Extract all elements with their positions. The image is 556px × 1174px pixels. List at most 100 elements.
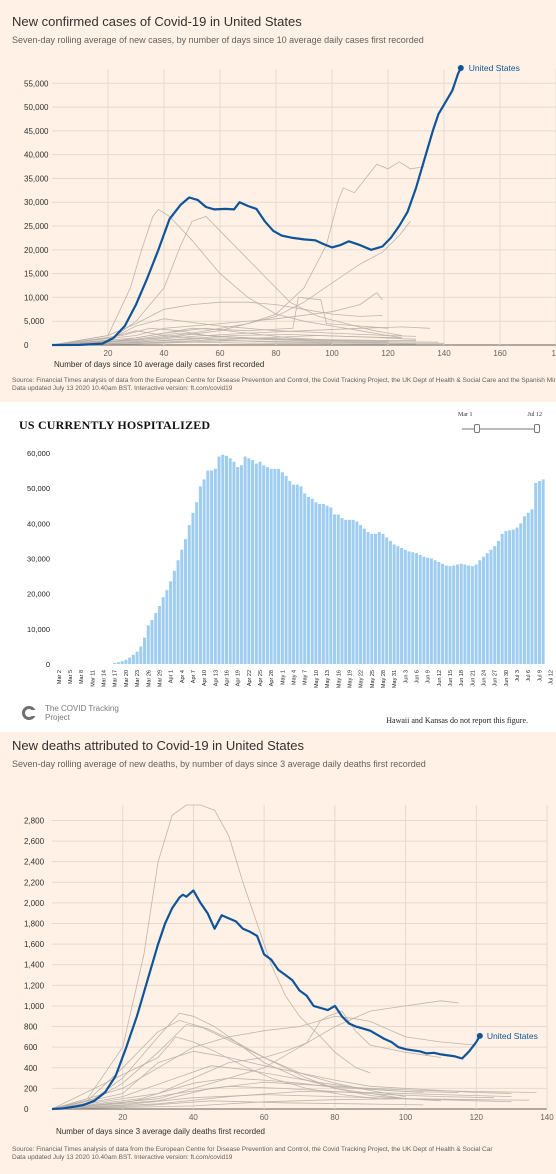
hosp-x-tick-label: Apr 16	[225, 670, 231, 686]
hosp-x-tick-label: Apr 4	[180, 670, 186, 683]
cases-updated-line: Data updated July 13 2020 10.40am BST. I…	[12, 385, 233, 392]
hosp-bar	[418, 554, 422, 664]
hosp-bar	[221, 454, 225, 664]
cases-y-tick-label: 45,000	[24, 127, 49, 136]
hosp-x-tick-label: Mar 2	[57, 670, 63, 684]
hosp-bar	[191, 512, 195, 664]
hosp-bar	[519, 523, 523, 664]
cases-other-country-line	[51, 292, 383, 346]
cases-other-country-line	[51, 330, 333, 346]
deaths-y-tick-label: 1,000	[24, 1002, 45, 1011]
cases-other-country-line	[51, 208, 403, 346]
hosp-bar	[172, 570, 176, 664]
hosp-bar	[355, 521, 359, 664]
hosp-bar	[135, 651, 139, 664]
deaths-other-country-line	[51, 1024, 406, 1110]
cases-chart-title: New confirmed cases of Covid-19 in Unite…	[12, 14, 302, 29]
cases-other-country-line	[51, 161, 425, 346]
hosp-bar	[265, 467, 269, 664]
deaths-chart-subtitle: Seven-day rolling average of new deaths,…	[12, 759, 426, 769]
cases-other-country-line	[51, 340, 445, 346]
hosp-x-tick-label: Mar 14	[102, 670, 108, 687]
hosp-x-tick-label: May 1	[280, 670, 286, 685]
hosp-bar	[247, 458, 251, 664]
hosp-bar	[198, 486, 202, 664]
slider-end-label: Jul 12	[527, 412, 542, 418]
hosp-bar	[184, 539, 188, 664]
cases-x-tick-label: 100	[325, 349, 339, 358]
hosp-bar	[463, 564, 467, 664]
hosp-bar	[526, 512, 530, 664]
hosp-y-tick-label: 50,000	[27, 484, 50, 493]
hosp-x-tick-label: Jun 21	[470, 670, 476, 687]
cases-chart-subtitle: Seven-day rolling average of new cases, …	[12, 35, 424, 45]
cases-y-tick-label: 0	[24, 341, 29, 350]
hosp-bar	[508, 530, 512, 664]
hosp-bar	[496, 540, 500, 664]
hosp-x-tick-label: Apr 22	[247, 670, 253, 686]
hosp-x-tick-label: Jul 3	[515, 670, 521, 682]
deaths-y-tick-label: 2,400	[24, 858, 45, 867]
hosp-x-tick-label: Apr 10	[202, 670, 208, 686]
hosp-bar	[310, 498, 314, 664]
hosp-bar	[385, 537, 389, 664]
hosp-bar	[455, 564, 459, 664]
hosp-x-tick-label: Mar 5	[68, 670, 74, 684]
hosp-bar	[318, 503, 322, 664]
covid-tracking-project-logo[interactable]: The COVID Tracking Project	[22, 704, 125, 722]
hosp-bar	[537, 481, 541, 664]
deaths-y-tick-label: 0	[24, 1105, 29, 1114]
hosp-y-tick-label: 20,000	[27, 590, 50, 599]
hosp-bar	[441, 563, 445, 664]
hosp-x-tick-label: Jun 12	[437, 670, 443, 687]
hosp-bar	[511, 529, 515, 664]
deaths-other-country-line	[51, 1098, 530, 1110]
hosp-bar	[359, 525, 363, 664]
hosp-bar	[411, 552, 415, 664]
hosp-bar	[161, 597, 165, 664]
cases-y-tick-label: 25,000	[24, 222, 49, 231]
hosp-bar	[157, 605, 161, 664]
hosp-x-tick-label: Mar 17	[113, 670, 119, 687]
hospitalized-chart-panel: US CURRENTLY HOSPITALIZED Mar 1 Jul 12 0…	[0, 402, 556, 732]
deaths-other-country-line	[51, 1000, 459, 1110]
hosp-x-tick-label: Mar 11	[90, 670, 96, 687]
cases-other-country-line	[51, 326, 431, 346]
cases-x-axis-label: Number of days since 10 average daily ca…	[54, 360, 264, 369]
hosp-x-tick-label: Mar 29	[157, 670, 163, 687]
deaths-other-country-line	[51, 1077, 459, 1110]
hosp-x-tick-label: Apr 28	[269, 670, 275, 686]
deaths-other-country-line	[51, 804, 371, 1110]
hosp-bar	[277, 468, 281, 664]
cases-x-tick-label: 40	[160, 349, 169, 358]
deaths-y-tick-label: 1,600	[24, 940, 45, 949]
date-range-slider[interactable]: Mar 1 Jul 12	[456, 412, 546, 436]
hosp-bar	[433, 560, 437, 664]
hosp-bar	[284, 475, 288, 664]
deaths-y-tick-label: 2,600	[24, 837, 45, 846]
hosp-x-tick-label: Mar 8	[79, 670, 85, 684]
slider-start-handle[interactable]	[474, 424, 480, 433]
hosp-bar	[131, 654, 135, 664]
cases-x-tick-label: 60	[216, 349, 225, 358]
deaths-other-country-line	[51, 1100, 424, 1110]
hosp-bar	[489, 549, 493, 664]
slider-track[interactable]	[462, 428, 538, 430]
hosp-y-tick-label: 0	[46, 660, 50, 669]
hosp-bar	[288, 481, 292, 664]
hosp-bar	[336, 514, 340, 664]
slider-end-handle[interactable]	[534, 424, 540, 433]
hosp-bar	[459, 563, 463, 664]
hosp-bar	[321, 503, 325, 664]
hosp-bar	[340, 518, 344, 664]
hosp-bar	[195, 502, 199, 664]
hosp-x-tick-label: Jun 27	[493, 670, 499, 687]
hosp-bar	[347, 519, 351, 664]
hosp-x-tick-label: Mar 20	[124, 670, 130, 687]
cases-other-country-line	[51, 341, 417, 346]
hosp-x-tick-label: Jun 30	[504, 670, 510, 687]
hosp-bar	[370, 533, 374, 664]
hosp-bar	[500, 533, 504, 664]
deaths-y-tick-label: 400	[24, 1064, 38, 1073]
deaths-y-tick-label: 2,800	[24, 816, 45, 825]
